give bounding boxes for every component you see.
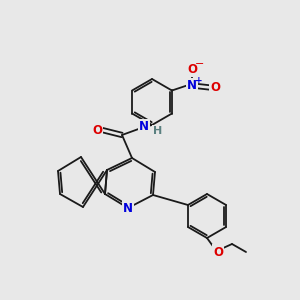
Text: O: O [92,124,102,136]
Text: H: H [153,126,163,136]
Text: O: O [213,245,223,259]
Text: N: N [187,79,197,92]
Text: +: + [195,76,203,85]
Text: O: O [187,63,197,76]
Text: O: O [210,81,220,94]
Text: N: N [123,202,133,214]
Text: −: − [195,59,205,70]
Text: N: N [139,121,149,134]
